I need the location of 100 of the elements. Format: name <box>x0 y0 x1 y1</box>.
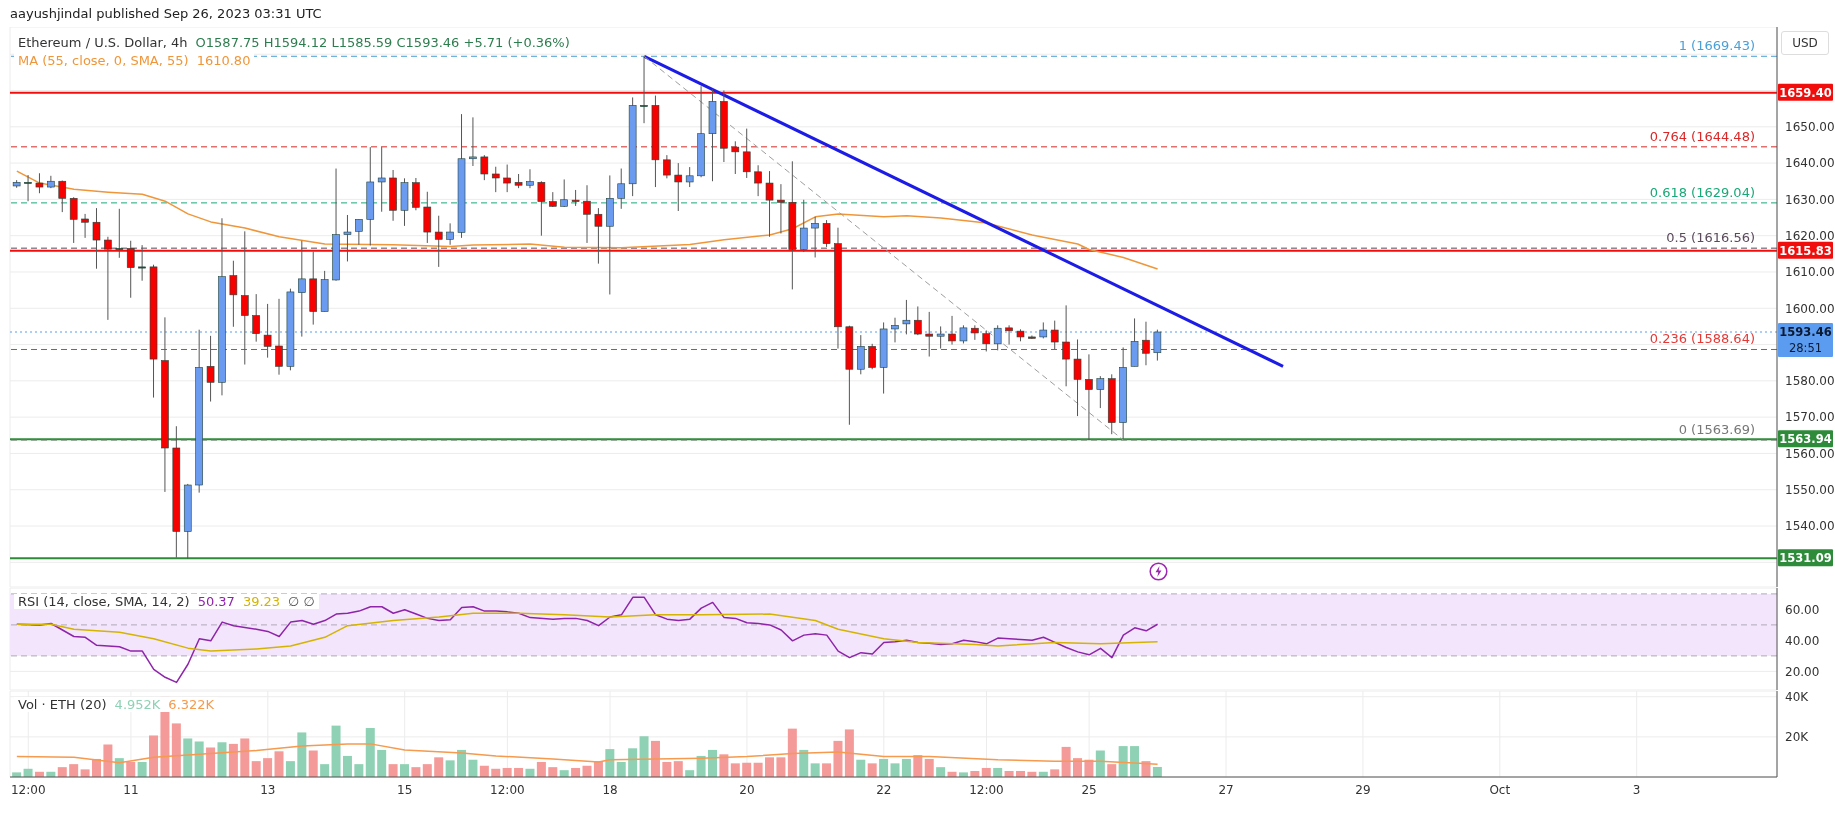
bar <box>548 767 558 777</box>
y-tick-label: 1610.00 <box>1785 265 1835 280</box>
x-tick-label: 18 <box>602 782 618 797</box>
bar <box>913 755 923 777</box>
bar <box>217 742 227 777</box>
y-tick-label: 1600.00 <box>1785 301 1835 316</box>
x-tick-label: 25 <box>1081 782 1097 797</box>
x-tick-label: 13 <box>260 782 276 797</box>
bar <box>673 761 683 777</box>
annotation: 39.23 <box>238 594 285 609</box>
candlestick <box>583 184 591 244</box>
y-tick-label: 1630.00 <box>1785 192 1835 207</box>
candlestick <box>480 154 489 181</box>
candlestick <box>560 178 568 208</box>
candlestick <box>263 303 272 359</box>
bar <box>1107 764 1117 777</box>
ref-line-label: 1659.40 <box>1779 85 1832 100</box>
text: Vol · ETH (20) <box>14 697 111 712</box>
candlestick <box>355 218 363 246</box>
bar <box>80 769 90 777</box>
candlestick <box>959 324 968 344</box>
bar <box>354 764 364 777</box>
x-tick-label: 20 <box>739 782 755 797</box>
candlestick <box>252 293 260 343</box>
y-tick-label: 40.00 <box>1785 633 1820 648</box>
bar <box>263 758 273 777</box>
y-tick-label: 1570.00 <box>1785 410 1835 425</box>
bar <box>662 761 672 777</box>
ref-line-label: 0.618 (1629.04) <box>1649 184 1755 200</box>
bar <box>890 763 900 777</box>
bar <box>411 767 421 777</box>
bar <box>434 757 444 777</box>
bar <box>1152 766 1162 777</box>
line-series <box>16 612 1159 652</box>
candlestick <box>971 324 979 341</box>
candlestick <box>765 170 774 238</box>
bar <box>776 757 786 777</box>
candlestick <box>685 166 694 188</box>
x-tick-label: 12:00 <box>10 782 46 797</box>
candlestick <box>35 172 44 194</box>
bar <box>605 749 615 777</box>
text: Ethereum / U.S. Dollar, 4h <box>14 35 192 50</box>
candlestick <box>902 299 911 335</box>
candlestick <box>925 311 934 358</box>
candlestick <box>503 164 511 193</box>
candlestick <box>526 168 534 189</box>
annotation: 4.952K <box>110 697 165 712</box>
bar <box>833 740 843 777</box>
bar <box>867 763 877 777</box>
bar <box>297 732 307 777</box>
candlestick <box>742 128 751 179</box>
bar <box>445 760 455 777</box>
candlestick <box>1050 320 1059 350</box>
y-tick-label: 1620.00 <box>1785 228 1835 243</box>
candlestick <box>914 305 922 336</box>
ref-line-label: 0 (1563.69) <box>1678 422 1755 438</box>
candlestick <box>856 334 865 375</box>
bar <box>616 761 626 777</box>
x-tick-label: 22 <box>876 782 892 797</box>
candlestick <box>377 146 386 213</box>
bar <box>365 728 375 777</box>
bar <box>856 759 866 777</box>
x-tick-label: Oct <box>1489 782 1511 797</box>
line-series <box>16 743 1159 766</box>
annotation: ∅ ∅ <box>284 594 319 609</box>
annotation: 50.37 <box>193 594 239 609</box>
candlestick <box>663 154 671 179</box>
x-tick-label: 27 <box>1218 782 1234 797</box>
ref-line-label: 1615.83 <box>1779 243 1832 258</box>
bar <box>57 767 67 777</box>
candlestick <box>1005 324 1013 346</box>
bar <box>183 738 193 777</box>
bar <box>171 723 181 777</box>
bar <box>787 728 797 777</box>
bar <box>149 735 159 777</box>
y-tick-label: 1550.00 <box>1785 482 1835 497</box>
bar <box>377 749 387 777</box>
bar <box>810 763 820 777</box>
ref-line-label: 1563.94 <box>1779 432 1832 447</box>
y-tick-label: 20.00 <box>1785 664 1820 679</box>
candlestick <box>206 335 215 403</box>
bar <box>765 757 775 777</box>
candlestick <box>777 183 785 235</box>
bar <box>342 755 352 777</box>
bar <box>1050 769 1060 777</box>
bar <box>228 743 238 777</box>
candlestick <box>799 199 808 253</box>
y-tick-label: 1560.00 <box>1785 446 1835 461</box>
candlestick <box>537 180 546 237</box>
candlestick <box>58 180 67 213</box>
bar <box>320 764 330 777</box>
candlestick <box>1073 338 1082 417</box>
bar <box>69 764 79 777</box>
bar <box>285 761 295 777</box>
bar <box>1118 746 1128 777</box>
ref-line-label: 0.236 (1588.64) <box>1649 331 1755 347</box>
bar <box>536 761 546 777</box>
bar <box>126 761 136 777</box>
x-tick-label: 12:00 <box>969 782 1004 797</box>
candlestick <box>731 140 740 175</box>
